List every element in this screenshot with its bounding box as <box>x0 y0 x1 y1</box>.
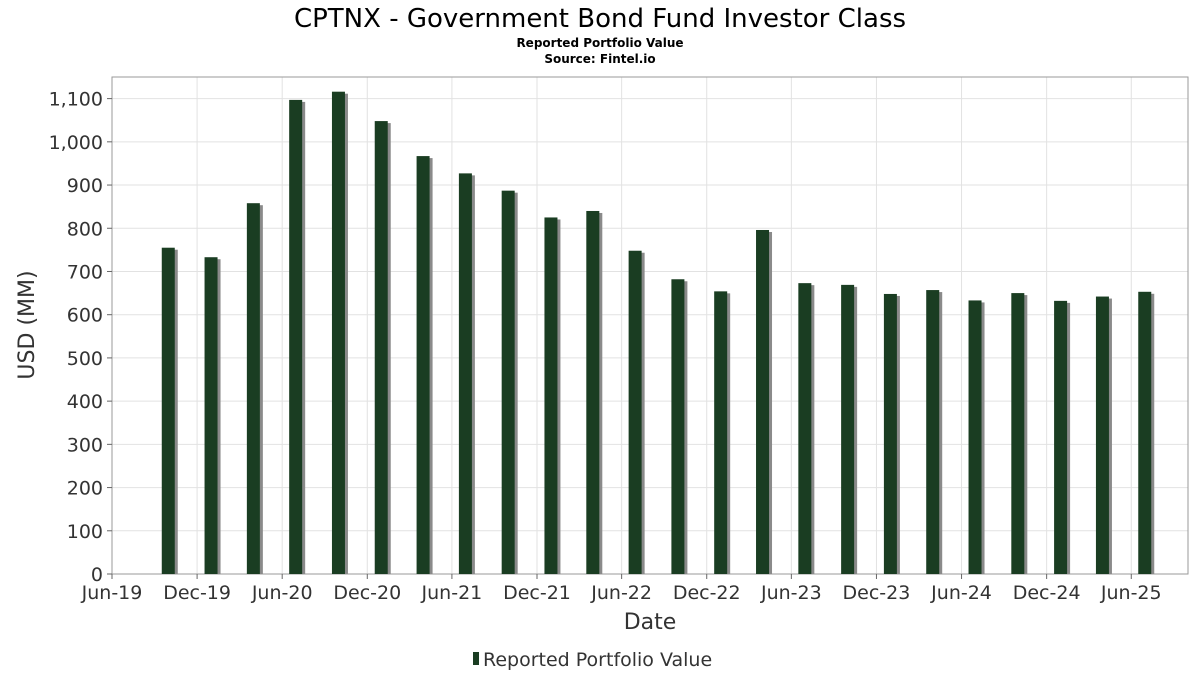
bar <box>756 229 770 574</box>
y-tick-label: 100 <box>67 521 103 543</box>
bar <box>671 279 685 574</box>
x-tick-label: Jun-19 <box>81 582 143 604</box>
y-tick-label: 500 <box>67 348 103 370</box>
bar <box>331 91 345 575</box>
x-axis-label: Date <box>624 610 677 635</box>
bar <box>714 291 728 574</box>
bar <box>883 293 897 574</box>
bar <box>501 190 515 574</box>
y-tick-label: 300 <box>67 434 103 456</box>
y-tick-label: 400 <box>67 391 103 413</box>
bar <box>628 250 642 574</box>
x-tick-label: Jun-25 <box>1100 582 1162 604</box>
y-tick-label: 0 <box>91 564 103 586</box>
bar <box>968 300 982 574</box>
bar <box>1054 300 1068 574</box>
bar <box>161 247 175 575</box>
x-tick-label: Dec-19 <box>163 582 231 604</box>
bar <box>841 284 855 574</box>
plot-area <box>111 76 1189 575</box>
x-tick-label: Jun-23 <box>760 582 822 604</box>
bar <box>374 121 388 575</box>
y-tick-label: 600 <box>67 305 103 327</box>
bar <box>1138 291 1152 574</box>
y-tick-label: 1,000 <box>49 132 103 154</box>
y-tick-label: 700 <box>67 261 103 283</box>
bar <box>416 156 430 574</box>
x-tick-label: Dec-23 <box>843 582 911 604</box>
bar <box>926 290 940 574</box>
bar <box>204 257 218 574</box>
legend-label: Reported Portfolio Value <box>483 649 712 671</box>
axes: 0 100 200 300 400 500 600 700 800 900 1,000 1,100 Ju… <box>49 89 1162 604</box>
x-tick-label: Jun-24 <box>930 582 992 604</box>
x-tick-label: Dec-21 <box>503 582 571 604</box>
y-tick-label: 800 <box>67 218 103 240</box>
legend-swatch <box>473 652 479 665</box>
x-tick-label: Dec-20 <box>333 582 401 604</box>
x-tick-label: Jun-22 <box>590 582 652 604</box>
bar <box>1011 293 1025 574</box>
bar <box>1095 296 1109 574</box>
chart-title: CPTNX - Government Bond Fund Investor Cl… <box>294 4 906 34</box>
bars <box>161 91 1155 575</box>
bar <box>586 210 600 574</box>
bar <box>798 283 812 574</box>
x-tick-label: Dec-22 <box>673 582 741 604</box>
x-tick-label: Dec-24 <box>1013 582 1081 604</box>
chart-source: Source: Fintel.io <box>544 52 655 66</box>
bar <box>458 173 472 574</box>
bar <box>289 99 303 575</box>
y-tick-label: 200 <box>67 478 103 500</box>
bar <box>246 203 260 575</box>
x-tick-label: Jun-21 <box>421 582 483 604</box>
y-tick-label: 1,100 <box>49 89 103 111</box>
bar <box>544 217 558 574</box>
x-tick-label: Jun-20 <box>251 582 313 604</box>
legend: Reported Portfolio Value <box>473 649 712 671</box>
y-axis-label: USD (MM) <box>15 270 40 379</box>
chart-subtitle: Reported Portfolio Value <box>516 36 683 50</box>
y-tick-label: 900 <box>67 175 103 197</box>
